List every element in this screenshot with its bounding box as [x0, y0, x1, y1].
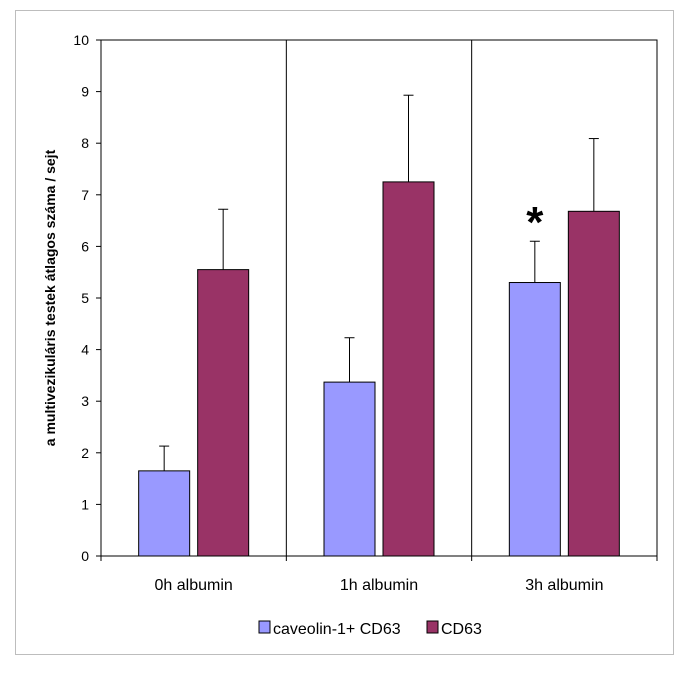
- y-tick-label: 1: [81, 496, 89, 512]
- bar: [508, 282, 561, 557]
- legend: caveolin-1+ CD63 CD63: [258, 620, 482, 638]
- y-tick-label: 0: [81, 548, 89, 564]
- y-tick-label: 9: [81, 84, 89, 100]
- y-tick-label: 8: [81, 135, 89, 151]
- bar-layer: [138, 181, 620, 557]
- legend-swatch: [426, 620, 439, 634]
- y-tick-label: 3: [81, 393, 89, 409]
- y-tick-label: 5: [81, 290, 89, 306]
- y-tick-label: 10: [73, 32, 89, 48]
- axis-layer: 0 1 2 3 4 5 6 7 8 9 10 0h albumin 1h albumin 3h album…: [73, 32, 658, 594]
- bar: [138, 470, 191, 557]
- significance-marker: *: [526, 198, 544, 247]
- bar: [323, 381, 376, 557]
- legend-label: caveolin-1+ CD63: [273, 621, 401, 638]
- y-tick-label: 7: [81, 187, 89, 203]
- y-tick-label: 4: [81, 342, 89, 358]
- y-tick-label: 6: [81, 238, 89, 254]
- x-tick-label: 1h albumin: [340, 577, 418, 594]
- legend-swatch: [258, 620, 271, 634]
- y-axis-label: a multivezikuláris testek átlagos száma …: [42, 149, 58, 446]
- legend-label: CD63: [441, 621, 482, 638]
- bar: [382, 181, 435, 557]
- x-tick-label: 0h albumin: [155, 577, 233, 594]
- error-bar-layer: [159, 94, 599, 471]
- y-tick-label: 2: [81, 445, 89, 461]
- chart-frame: [15, 10, 674, 655]
- bar: [567, 210, 620, 557]
- x-tick-label: 3h albumin: [525, 577, 603, 594]
- bar: [197, 269, 250, 557]
